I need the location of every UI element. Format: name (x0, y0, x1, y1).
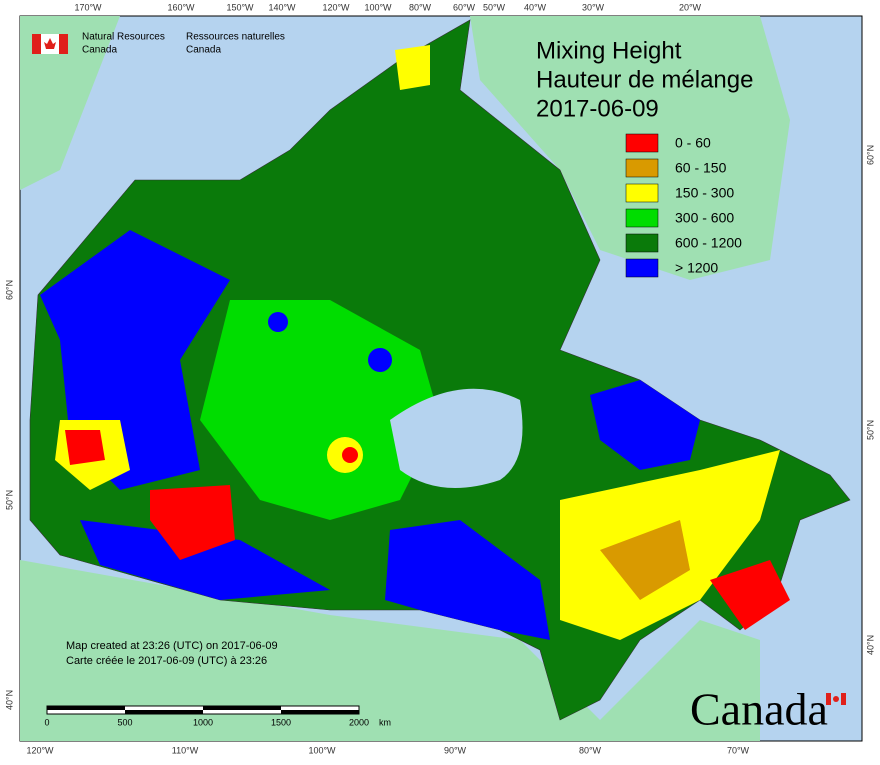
scale-segment (125, 710, 203, 714)
title: Hauteur de mélange (536, 66, 753, 93)
scale-label: 2000 (349, 717, 369, 727)
legend-swatch (625, 158, 659, 178)
agency-en: Canada (82, 45, 117, 56)
wordmark: Canada (690, 684, 828, 735)
legend-swatch (625, 208, 659, 228)
zone-0-60-sask (342, 447, 358, 463)
zone-0-60-maritimes (710, 560, 790, 630)
longitude-label: 80°W (579, 745, 602, 755)
agency-en: Natural Resources (82, 32, 165, 43)
zone-0-60-alberta (150, 485, 235, 560)
legend-swatch (625, 133, 659, 153)
agency-fr: Ressources naturelles (186, 32, 285, 43)
zone-1200-nunavut (368, 348, 392, 372)
longitude-label: 80°W (409, 2, 432, 12)
longitude-label: 60°W (453, 2, 476, 12)
zone-1200-prairie (80, 520, 330, 600)
latitude-label: 60°N (865, 145, 875, 165)
latitude-label: 40°N (865, 635, 875, 655)
zone-150-300-arctic (395, 45, 430, 90)
legend-label: > 1200 (675, 260, 718, 276)
zone-1200-nwt (268, 312, 288, 332)
zone-0-60-bc (65, 430, 105, 465)
scale-label: 500 (117, 717, 132, 727)
zone-60-150 (600, 520, 690, 600)
latitude-label: 50°N (865, 420, 875, 440)
latitude-label: 60°N (4, 280, 14, 300)
graticule: 170°W 160°W 150°W 140°W 120°W 100°W 80°W 60°W 50… (4, 2, 875, 755)
longitude-label: 150°W (226, 2, 254, 12)
longitude-label: 100°W (308, 745, 336, 755)
legend-label: 0 - 60 (675, 135, 711, 151)
longitude-label: 50°W (483, 2, 506, 12)
flag-bar (32, 34, 41, 54)
legend-label: 60 - 150 (675, 160, 727, 176)
scale-label: 1500 (271, 717, 291, 727)
longitude-label: 120°W (322, 2, 350, 12)
latitude-label: 40°N (4, 690, 14, 710)
scale-unit: km (379, 717, 391, 727)
scale-segment (281, 710, 359, 714)
wordmark-flag (841, 693, 846, 705)
legend-swatch (625, 183, 659, 203)
legend-swatch (625, 258, 659, 278)
legend-label: 300 - 600 (675, 210, 734, 226)
wordmark-flag (826, 693, 831, 705)
longitude-label: 120°W (26, 745, 54, 755)
latitude-label: 50°N (4, 490, 14, 510)
flag-bar (59, 34, 68, 54)
agency-fr: Canada (186, 45, 221, 56)
alaska (20, 16, 120, 190)
longitude-label: 100°W (364, 2, 392, 12)
longitude-label: 20°W (679, 2, 702, 12)
scale-label: 0 (44, 717, 49, 727)
longitude-label: 90°W (444, 745, 467, 755)
scale-bar: 0 500 1000 1500 2000 km (44, 705, 391, 727)
legend-label: 600 - 1200 (675, 235, 742, 251)
note: Map created at 23:26 (UTC) on 2017-06-09 (66, 640, 278, 652)
longitude-label: 70°W (727, 745, 750, 755)
scale-label: 1000 (193, 717, 213, 727)
longitude-label: 170°W (74, 2, 102, 12)
scale-segment (203, 706, 281, 710)
title: 2017-06-09 (536, 95, 659, 122)
longitude-label: 140°W (268, 2, 296, 12)
note: Carte créée le 2017-06-09 (UTC) à 23:26 (66, 655, 267, 667)
title: Mixing Height (536, 37, 682, 64)
legend: 0 - 60 60 - 150 150 - 300 300 - 600 600 - 12… (625, 133, 742, 278)
scale-segment (47, 706, 125, 710)
legend-swatch (625, 233, 659, 253)
hudson-bay (390, 388, 523, 488)
longitude-label: 30°W (582, 2, 605, 12)
maple-leaf (44, 38, 56, 49)
wordmark-leaf (833, 696, 839, 702)
longitude-label: 40°W (524, 2, 547, 12)
longitude-label: 110°W (172, 745, 199, 755)
longitude-label: 160°W (167, 2, 195, 12)
zone-1200-ontario (385, 520, 550, 640)
legend-label: 150 - 300 (675, 185, 734, 201)
zone-1200-labrador (590, 380, 700, 470)
